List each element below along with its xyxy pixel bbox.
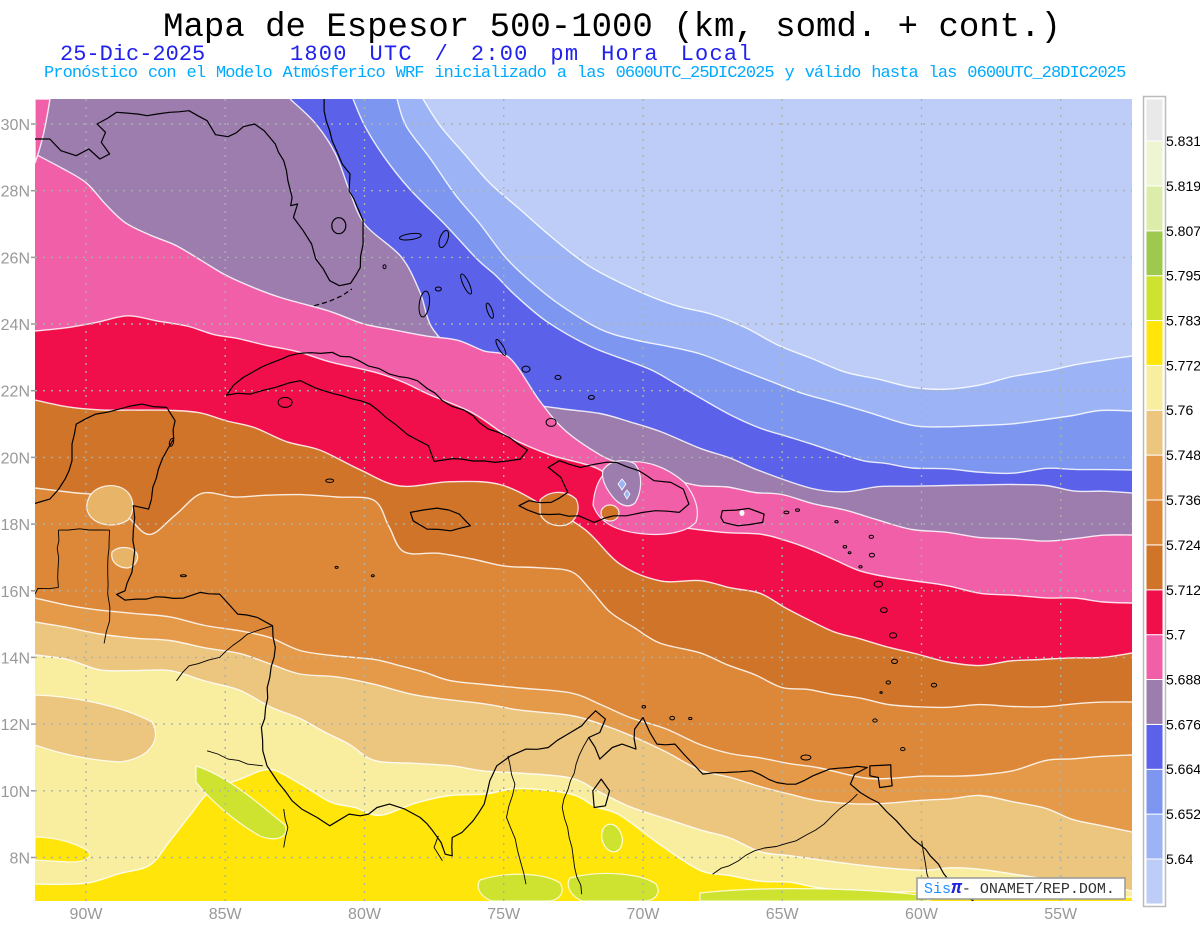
- svg-text:Sisπ- ONAMET/REP.DOM.: Sisπ- ONAMET/REP.DOM.: [924, 879, 1115, 899]
- svg-text:65W: 65W: [766, 906, 800, 923]
- svg-text:5.772: 5.772: [1166, 357, 1200, 373]
- svg-text:8N: 8N: [10, 851, 30, 868]
- svg-text:5.676: 5.676: [1166, 716, 1200, 732]
- svg-text:26N: 26N: [1, 250, 30, 267]
- svg-text:5.64: 5.64: [1166, 851, 1193, 867]
- svg-text:5.76: 5.76: [1166, 402, 1193, 418]
- svg-text:5.748: 5.748: [1166, 447, 1200, 463]
- svg-text:5.664: 5.664: [1166, 761, 1200, 777]
- svg-text:16N: 16N: [1, 584, 30, 601]
- svg-text:Pronóstico con el Modelo Atmós: Pronóstico con el Modelo Atmósferico WRF…: [44, 64, 1126, 83]
- svg-text:14N: 14N: [1, 650, 30, 667]
- svg-text:20N: 20N: [1, 450, 30, 467]
- svg-text:Mapa de Espesor 500-1000 (km,: Mapa de Espesor 500-1000 (km, somd. + co…: [163, 9, 1061, 47]
- svg-text:18N: 18N: [1, 517, 30, 534]
- svg-text:5.688: 5.688: [1166, 672, 1200, 688]
- svg-text:10N: 10N: [1, 784, 30, 801]
- svg-text:55W: 55W: [1044, 906, 1078, 923]
- svg-text:75W: 75W: [487, 906, 521, 923]
- svg-text:22N: 22N: [1, 384, 30, 401]
- svg-text:5.652: 5.652: [1166, 806, 1200, 822]
- svg-text:24N: 24N: [1, 317, 30, 334]
- svg-text:5.807: 5.807: [1166, 223, 1200, 239]
- svg-text:5.819: 5.819: [1166, 178, 1200, 194]
- svg-text:70W: 70W: [627, 906, 661, 923]
- svg-text:60W: 60W: [905, 906, 939, 923]
- svg-text:30N: 30N: [1, 117, 30, 134]
- svg-text:28N: 28N: [1, 184, 30, 201]
- svg-text:5.712: 5.712: [1166, 582, 1200, 598]
- svg-text:12N: 12N: [1, 717, 30, 734]
- svg-text:5.736: 5.736: [1166, 492, 1200, 508]
- svg-text:90W: 90W: [70, 906, 104, 923]
- svg-text:5.783: 5.783: [1166, 313, 1200, 329]
- svg-text:85W: 85W: [209, 906, 243, 923]
- svg-text:80W: 80W: [348, 906, 382, 923]
- svg-text:5.724: 5.724: [1166, 537, 1200, 553]
- svg-text:25-Dic-2025: 25-Dic-2025: [60, 42, 205, 67]
- svg-text:5.795: 5.795: [1166, 268, 1200, 284]
- svg-text:1800 UTC / 2:00 pm Hora Local: 1800 UTC / 2:00 pm Hora Local: [290, 42, 753, 67]
- svg-text:5.831: 5.831: [1166, 133, 1200, 149]
- svg-text:5.7: 5.7: [1166, 627, 1186, 643]
